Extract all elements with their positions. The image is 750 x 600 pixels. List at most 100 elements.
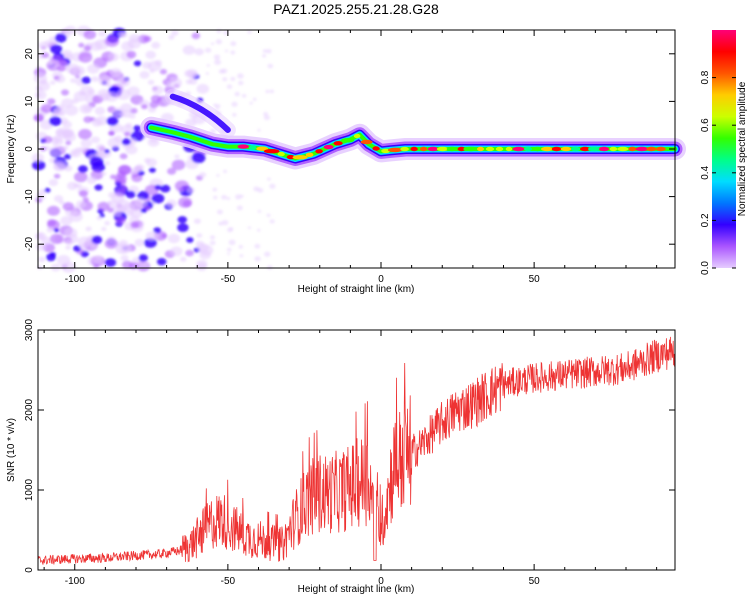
- snr-y-label: SNR (10 * v/v): [6, 418, 17, 482]
- noise-blob: [85, 226, 92, 232]
- noise-blob: [125, 190, 136, 199]
- noise-blob: [59, 117, 69, 125]
- noise-blob: [55, 77, 61, 82]
- noise-blob: [58, 110, 66, 117]
- spectrogram-x-ticks: -100 -50 0 50: [43, 30, 658, 285]
- ridge-hotspot: [286, 154, 295, 160]
- ridge-hotspot: [353, 133, 361, 139]
- noise-blob: [232, 113, 237, 117]
- noise-blob: [47, 219, 57, 227]
- noise-blob: [36, 81, 50, 92]
- x-tick-label: 50: [529, 274, 541, 285]
- noise-blob: [128, 33, 141, 43]
- noise-blob: [91, 255, 103, 264]
- noise-blob: [171, 159, 186, 171]
- ridge-hotspot: [400, 146, 409, 152]
- noise-blob: [40, 103, 53, 114]
- noise-blob: [257, 187, 264, 193]
- noise-blob: [38, 41, 49, 50]
- y-tick-label: 1000: [24, 478, 35, 501]
- noise-blob: [94, 184, 103, 191]
- noise-blob: [257, 210, 262, 213]
- noise-blob: [101, 226, 107, 232]
- noise-blob: [191, 32, 201, 40]
- noise-blob: [148, 167, 156, 173]
- noise-blob: [89, 41, 103, 51]
- y-tick-label: 3000: [24, 318, 35, 341]
- noise-blob: [64, 227, 78, 238]
- noise-blob: [213, 54, 221, 60]
- noise-blob: [53, 173, 61, 179]
- noise-blob: [114, 174, 127, 184]
- ridge-hotspot: [609, 146, 618, 152]
- ridge-hotspot: [463, 146, 479, 152]
- noise-blob: [177, 216, 187, 224]
- noise-blob: [83, 45, 92, 52]
- noise-blob: [215, 104, 221, 109]
- noise-blob: [62, 145, 69, 151]
- noise-blob: [125, 145, 138, 155]
- noise-blob: [226, 197, 231, 200]
- noise-blob: [77, 236, 92, 247]
- noise-blob: [118, 31, 126, 38]
- noise-blob: [204, 47, 212, 53]
- noise-blob: [108, 52, 119, 62]
- spectrogram-y-ticks: -20 -10 0 10 20: [24, 48, 675, 251]
- snr-x-ticks: -100 -50 0 50: [43, 330, 658, 587]
- noise-blob: [78, 128, 92, 140]
- noise-blob: [138, 254, 148, 262]
- ridge-hotspot: [524, 146, 532, 152]
- ridge-hotspot: [485, 146, 495, 152]
- noise-blob: [62, 202, 74, 211]
- colorbar-tick-label: 0.2: [700, 213, 711, 227]
- noise-blob: [87, 64, 100, 74]
- noise-blob: [65, 63, 80, 75]
- noise-blob: [167, 77, 182, 89]
- noise-blob: [50, 44, 63, 54]
- noise-blob: [266, 213, 271, 217]
- noise-blob: [209, 235, 216, 240]
- noise-blob: [86, 176, 97, 184]
- noise-blob: [151, 41, 161, 49]
- noise-blob: [264, 251, 271, 257]
- noise-blob: [104, 221, 110, 226]
- noise-blob: [145, 231, 158, 241]
- noise-blob: [83, 116, 93, 123]
- ridge-hotspot: [387, 147, 403, 153]
- noise-blob: [32, 160, 46, 171]
- noise-blob: [64, 153, 72, 160]
- noise-blob: [108, 130, 115, 136]
- noise-blob: [185, 249, 194, 257]
- ridge-hotspot: [512, 146, 525, 152]
- ridge-hotspot: [570, 146, 581, 152]
- noise-blob: [80, 138, 93, 148]
- noise-blob: [199, 172, 207, 178]
- ridge-hotspot: [427, 146, 439, 152]
- noise-blob: [216, 174, 220, 177]
- ridge-hotspot: [598, 146, 610, 152]
- x-tick-label: -100: [65, 576, 85, 587]
- ridge-hotspot: [533, 146, 542, 152]
- ridge-hotspot: [446, 146, 458, 152]
- noise-blob: [150, 94, 162, 103]
- noise-blob: [197, 243, 209, 253]
- noise-blob: [193, 218, 201, 224]
- ridge-hotspot: [628, 146, 637, 152]
- noise-blob: [239, 194, 244, 198]
- noise-blob: [230, 76, 236, 81]
- ridge-hotspot: [292, 155, 308, 160]
- noise-blob: [267, 63, 274, 69]
- noise-blob: [61, 89, 69, 96]
- noise-blob: [174, 154, 180, 159]
- noise-blob: [119, 244, 132, 254]
- noise-blob: [95, 143, 105, 152]
- ridge-hotspot: [560, 146, 572, 152]
- noise-blob: [49, 252, 56, 257]
- noise-blob: [62, 131, 73, 140]
- noise-blob: [62, 28, 71, 35]
- noise-blob: [83, 29, 97, 40]
- noise-blob: [139, 71, 150, 79]
- ridge-hotspot: [588, 146, 601, 152]
- noise-blob: [42, 135, 53, 144]
